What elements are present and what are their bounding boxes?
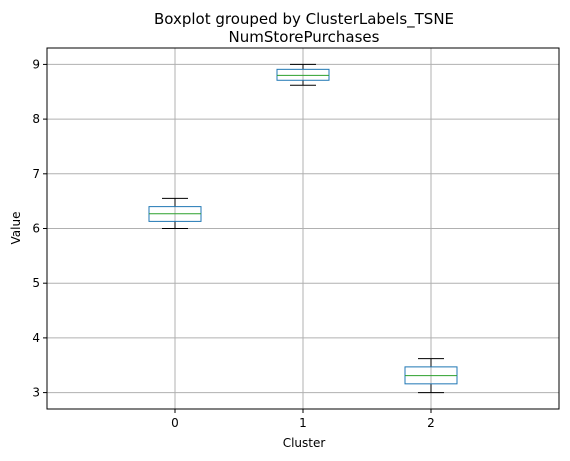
y-tick-label: 4 — [32, 331, 40, 345]
chart-suptitle: Boxplot grouped by ClusterLabels_TSNE — [154, 10, 454, 29]
y-tick-label: 9 — [32, 57, 40, 71]
y-tick-label: 3 — [32, 386, 40, 400]
x-tick-label: 0 — [171, 416, 179, 430]
box-cluster-0 — [148, 197, 202, 229]
y-axis-label: Value — [9, 212, 23, 245]
x-tick-label: 2 — [427, 416, 435, 430]
x-tick-label: 1 — [299, 416, 307, 430]
iqr-box — [276, 68, 330, 81]
boxes — [148, 63, 458, 394]
y-tick-label: 6 — [32, 222, 40, 236]
y-tick-label: 8 — [32, 112, 40, 126]
axis-ticks: 3 4 5 6 7 8 9 0 1 2 — [32, 57, 434, 430]
box-cluster-2 — [404, 358, 458, 394]
y-tick-label: 7 — [32, 167, 40, 181]
x-axis-label: Cluster — [283, 436, 326, 450]
box-cluster-1 — [276, 63, 330, 86]
y-tick-label: 5 — [32, 276, 40, 290]
chart-title: NumStorePurchases — [229, 28, 380, 46]
grid — [47, 48, 559, 409]
